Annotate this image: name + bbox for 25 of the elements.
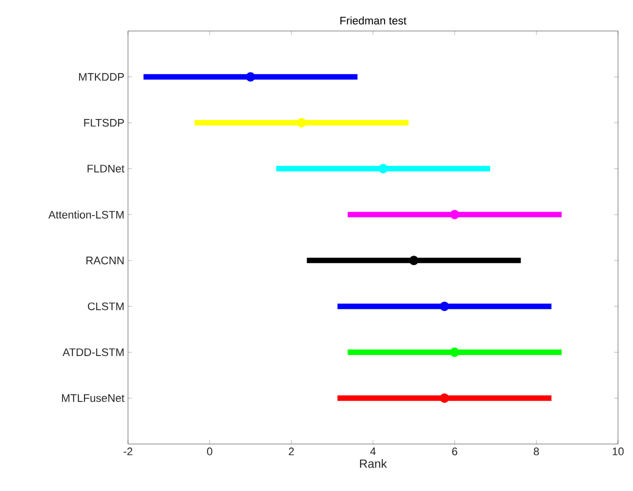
x-tick-label: 0 [207,448,212,456]
y-tick-label: CLSTM [88,302,124,310]
point [409,256,419,266]
y-tick-label: MTLFuseNet [62,394,124,402]
point [450,348,460,357]
x-axis-title: Rank [360,459,387,468]
y-tick-label: RACNN [86,256,124,264]
point [440,393,450,403]
y-tick-label: MTKDDP [79,73,124,81]
x-tick-label: 2 [288,448,294,456]
point [296,118,306,128]
point [450,210,460,220]
x-tick-label: 4 [370,448,376,456]
y-tick-label: FLTSDP [84,118,124,127]
point [378,164,388,174]
y-tick-label: FLDNet [88,164,124,172]
y-tick-label: Attention-LSTM [48,210,124,219]
x-tick-label: 8 [534,448,539,456]
point [246,72,256,82]
chart-title: Friedman test [340,16,406,25]
y-tick-label: ATDD-LSTM [62,348,124,356]
point [440,302,450,312]
x-tick-label: 10 [612,448,624,456]
x-tick-label: 6 [452,448,458,456]
x-tick-label: -2 [124,448,132,456]
